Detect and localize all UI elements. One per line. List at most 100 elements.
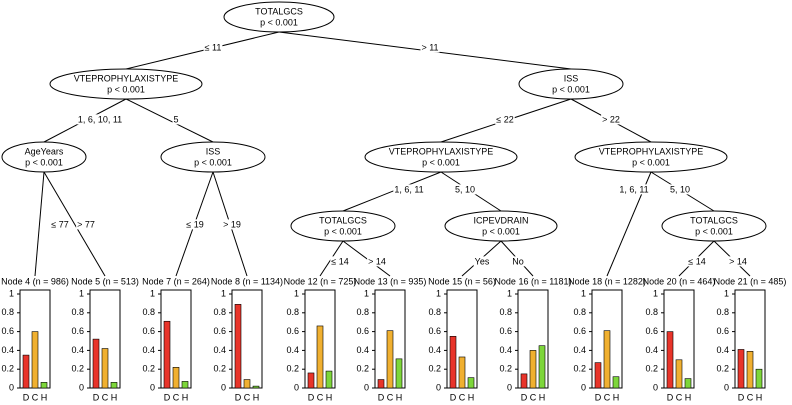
edge-label-bg — [172, 114, 180, 125]
node-pvalue: p < 0.001 — [107, 84, 145, 94]
bar — [612, 376, 620, 389]
x-tick-label: H — [756, 392, 763, 402]
split-node — [1, 141, 87, 173]
y-tick-label: 0 — [294, 382, 299, 392]
node-variable: ICPEVDRAIN — [473, 215, 528, 225]
edge — [125, 98, 214, 143]
bar — [538, 345, 546, 389]
y-tick-label: 0.8 — [573, 307, 586, 317]
edge-label-bg — [222, 219, 242, 230]
x-tick-label: H — [468, 392, 475, 402]
terminal-title: Node 16 (n = 1181) — [494, 276, 571, 286]
node-variable: TOTALGCS — [319, 215, 367, 225]
x-tick-label: H — [539, 392, 546, 402]
bar — [529, 350, 537, 389]
edge-label: No — [512, 256, 524, 266]
edge-label: > 22 — [602, 114, 620, 124]
y-tick-label: 0 — [150, 382, 155, 392]
x-tick-label: H — [41, 392, 48, 402]
y-tick-label: 0.4 — [1, 345, 14, 355]
terminal-title: Node 18 (n = 1282) — [568, 276, 646, 286]
x-tick-label: C — [387, 392, 394, 402]
bar — [234, 304, 242, 389]
y-tick-label: 0.4 — [645, 345, 658, 355]
y-tick-label: 0.8 — [1, 307, 14, 317]
y-tick-label: 0 — [507, 382, 512, 392]
edge-label-bg — [76, 219, 96, 230]
y-tick-label: 0.2 — [716, 364, 729, 374]
edge-label-bg — [50, 219, 70, 230]
y-tick-label: 0.6 — [716, 326, 729, 336]
y-tick-label: 0.4 — [573, 345, 586, 355]
y-tick-label: 0.6 — [1, 326, 14, 336]
y-tick-label: 0.4 — [286, 345, 299, 355]
edge-label: 1, 6, 11 — [619, 184, 648, 194]
bar — [594, 362, 602, 389]
edge — [342, 171, 442, 212]
bar — [316, 325, 324, 389]
node-pvalue: p < 0.001 — [260, 17, 298, 27]
edge-label: > 19 — [223, 219, 241, 229]
terminal-title: Node 13 (n = 935) — [354, 276, 427, 286]
edge — [43, 171, 106, 277]
bar — [377, 379, 385, 389]
y-tick-label: 0.4 — [213, 345, 226, 355]
node-pvalue: p < 0.001 — [25, 157, 63, 167]
split-node — [661, 210, 767, 242]
bar — [666, 331, 674, 389]
y-tick-label: 0 — [653, 382, 658, 392]
terminal-title: Node 4 (n = 986) — [1, 276, 69, 286]
node-pvalue: p < 0.001 — [482, 226, 520, 236]
x-tick-label: H — [253, 392, 260, 402]
bar — [307, 372, 315, 389]
node-pvalue: p < 0.001 — [632, 157, 670, 167]
x-tick-label: D — [521, 392, 528, 402]
bar — [395, 358, 403, 389]
split-node — [160, 141, 266, 173]
bar — [746, 351, 754, 389]
x-tick-label: D — [595, 392, 602, 402]
node-variable: TOTALGCS — [255, 6, 303, 16]
x-tick-label: D — [667, 392, 674, 402]
edge-label: > 11 — [421, 42, 438, 52]
y-tick-label: 0.4 — [499, 345, 512, 355]
bar — [386, 330, 394, 389]
node-pvalue: p < 0.001 — [552, 84, 590, 94]
y-tick-label: 0 — [79, 382, 84, 392]
x-tick-label: H — [182, 392, 189, 402]
edge-label-bg — [203, 42, 223, 53]
bar — [101, 348, 109, 389]
y-tick-label: 1 — [221, 288, 226, 298]
y-tick-label: 0.8 — [71, 307, 84, 317]
x-tick-label: D — [23, 392, 30, 402]
y-tick-label: 0.8 — [356, 307, 369, 317]
edge-label-bg — [453, 184, 477, 195]
edge-label-bg — [668, 184, 692, 195]
terminal-title: Node 21 (n = 485) — [714, 276, 787, 286]
x-tick-label: C — [317, 392, 324, 402]
y-tick-label: 0.2 — [499, 364, 512, 374]
y-tick-label: 0.6 — [213, 326, 226, 336]
y-tick-label: 0.6 — [499, 326, 512, 336]
edge-label-bg — [495, 114, 515, 125]
edge-label-bg — [76, 114, 124, 125]
y-tick-label: 0 — [364, 382, 369, 392]
edge-label-bg — [687, 256, 707, 267]
y-tick-label: 0.6 — [71, 326, 84, 336]
split-node — [364, 141, 518, 173]
edge-label: ≤ 14 — [688, 256, 705, 266]
x-tick-label: H — [613, 392, 620, 402]
x-tick-label: C — [32, 392, 39, 402]
node-variable: TOTALGCS — [690, 215, 738, 225]
x-tick-label: C — [459, 392, 466, 402]
y-tick-label: 0.8 — [716, 307, 729, 317]
x-tick-label: C — [173, 392, 180, 402]
y-tick-label: 0.6 — [286, 326, 299, 336]
edge-label-bg — [601, 114, 621, 125]
x-tick-label: D — [308, 392, 315, 402]
split-node — [574, 141, 728, 173]
bar — [458, 356, 466, 389]
bar — [31, 331, 39, 389]
edge-label: ≤ 77 — [51, 219, 68, 229]
